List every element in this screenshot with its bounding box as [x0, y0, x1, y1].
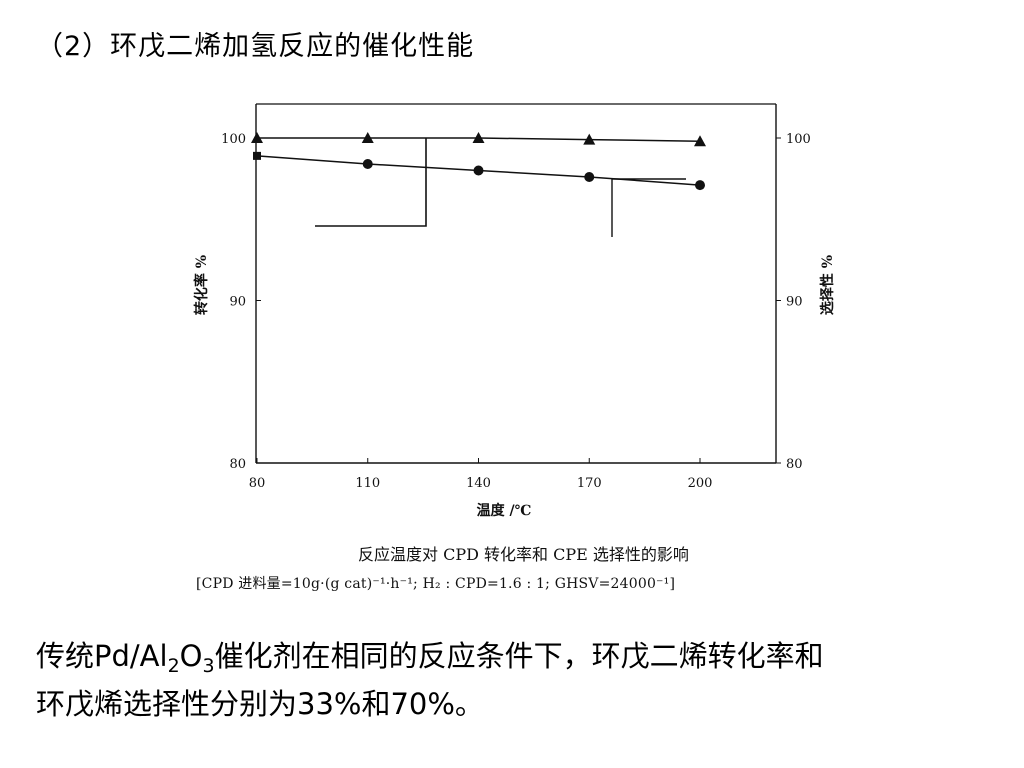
body-line-1-part-3: 催化剂在相同的反应条件下，环戊二烯转化率和 — [214, 639, 824, 673]
triangle-marker — [361, 132, 374, 143]
triangle-marker — [472, 132, 485, 143]
triangle-marker — [251, 132, 263, 143]
chart-series — [251, 132, 706, 191]
circle-marker — [584, 172, 595, 182]
y-left-tick-label: 90 — [229, 295, 246, 310]
triangle-marker — [694, 135, 706, 147]
pointer-to-selectivity — [315, 138, 427, 227]
x-tick-label: 80 — [249, 476, 266, 491]
triangle-marker — [583, 133, 596, 145]
pointer-to-conversion — [611, 178, 686, 237]
y-left-tick-label: 100 — [221, 132, 246, 147]
slide-title: （2）环戊二烯加氢反应的催化性能 — [36, 31, 475, 62]
chart-pointer-lines — [315, 138, 686, 237]
y-left-axis-title: 转化率 % — [193, 255, 210, 315]
chart-caption-title: 反应温度对 CPD 转化率和 CPE 选择性的影响 — [358, 545, 689, 564]
circle-marker — [362, 159, 373, 169]
x-axis-title: 温度 /℃ — [477, 502, 532, 519]
x-tick-label: 110 — [355, 476, 380, 491]
body-line-1-part-1: 传统Pd/Al — [36, 639, 168, 673]
circle-marker — [473, 165, 484, 176]
subscript-3: 3 — [202, 655, 215, 677]
body-line-1: 传统Pd/Al2O3催化剂在相同的反应条件下，环戊二烯转化率和 — [36, 632, 996, 680]
square-marker — [253, 151, 261, 160]
y-right-tick-label: 100 — [786, 132, 811, 147]
x-tick-label: 200 — [688, 476, 713, 491]
body-line-1-part-2: O — [179, 639, 203, 673]
chart-caption-conditions: [CPD 进料量=10g·(g cat)⁻¹·h⁻¹; H₂ : CPD=1.6… — [196, 576, 676, 592]
y-right-tick-label: 80 — [786, 457, 803, 472]
y-left-tick-label: 80 — [229, 457, 246, 472]
circle-marker — [695, 180, 705, 191]
subscript-2: 2 — [167, 655, 180, 677]
body-line-2: 环戊烯选择性分别为33%和70%。 — [36, 687, 484, 721]
y-right-axis-title: 选择性 % — [819, 255, 836, 315]
y-right-tick-label: 90 — [786, 295, 803, 310]
x-tick-label: 140 — [466, 476, 491, 491]
body-text: 传统Pd/Al2O3催化剂在相同的反应条件下，环戊二烯转化率和 环戊烯选择性分别… — [36, 632, 996, 728]
x-tick-label: 170 — [577, 476, 602, 491]
